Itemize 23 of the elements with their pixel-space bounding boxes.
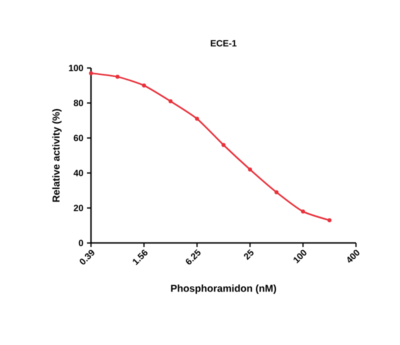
x-axis-title: Phosphoramidon (nM) — [171, 284, 276, 294]
point — [195, 116, 200, 121]
y-tick-label: 60 — [74, 134, 84, 142]
point — [89, 71, 93, 76]
point — [274, 190, 279, 194]
point — [248, 167, 252, 172]
x-tick-label: 25 — [244, 249, 254, 260]
y-tick-label: 40 — [74, 170, 84, 176]
x-tick-label: 100 — [294, 250, 306, 264]
chart-title: ECE-1 — [210, 40, 236, 46]
point — [327, 218, 332, 222]
point — [168, 99, 173, 104]
y-tick-label: 0 — [78, 240, 84, 246]
x-tick-label: 0.39 — [80, 250, 94, 264]
point — [301, 209, 306, 214]
point — [222, 142, 226, 147]
y-tick-label: 20 — [74, 204, 84, 212]
y-tick-label: 100 — [69, 64, 84, 72]
point — [115, 74, 120, 79]
point — [142, 83, 146, 88]
y-axis-title: Relative activity (%) — [52, 109, 62, 202]
x-tick-label: 400 — [347, 250, 360, 263]
y-tick-label: 80 — [74, 100, 84, 106]
